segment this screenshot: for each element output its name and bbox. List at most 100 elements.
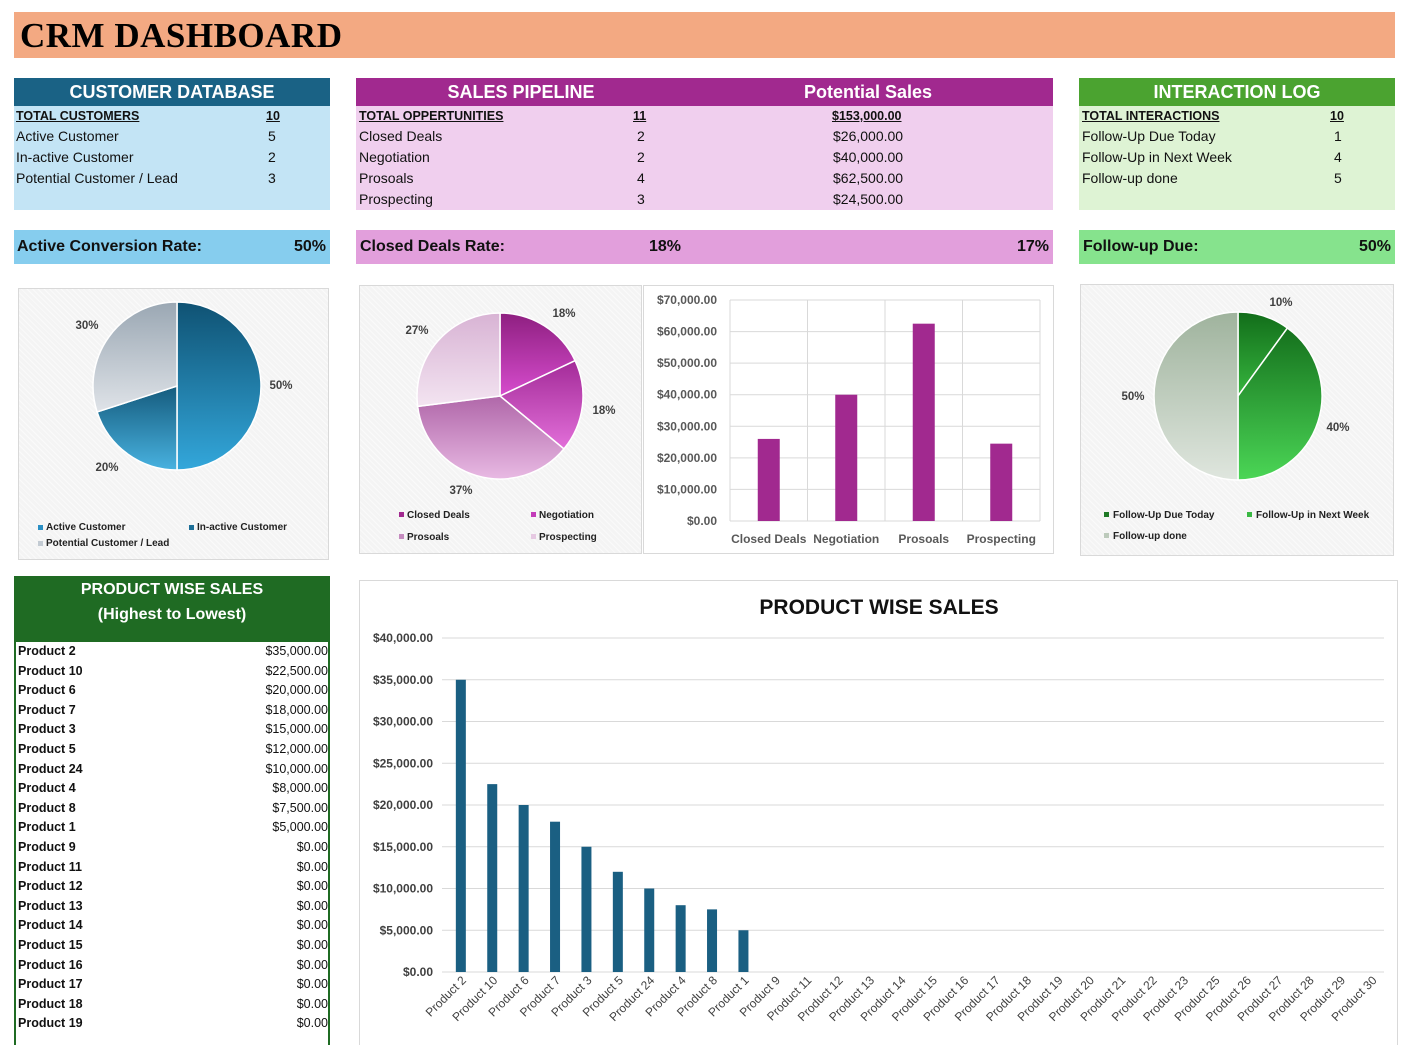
total-opportunities-label: TOTAL OPPERTUNITIES bbox=[359, 109, 504, 123]
bar bbox=[835, 394, 858, 521]
product-row-name: Product 10 bbox=[18, 663, 83, 678]
product-row-name: Product 6 bbox=[18, 683, 76, 698]
product-row: Product 24 $10,000.00 bbox=[18, 760, 328, 780]
negotiation-count: 2 bbox=[637, 149, 645, 165]
legend-swatch-prospecting bbox=[531, 534, 536, 539]
product-row-name: Product 9 bbox=[18, 840, 76, 854]
page-title: CRM DASHBOARD bbox=[20, 16, 343, 55]
legend-swatch-prosoals bbox=[399, 534, 404, 539]
pie-data-label: 10% bbox=[1269, 297, 1292, 309]
y-tick-label: $40,000.00 bbox=[657, 388, 717, 402]
customer-pie-svg: 50% 20% 30% Active Customer In-active Cust… bbox=[38, 301, 293, 549]
bar bbox=[707, 909, 718, 972]
pie-slice bbox=[416, 312, 501, 408]
product-row: Product 18 $0.00 bbox=[18, 995, 328, 1015]
follow-up-due-bar: Follow-up Due: 50% bbox=[1079, 230, 1395, 264]
pie-slice bbox=[176, 301, 262, 471]
active-conversion-rate-label: Active Conversion Rate: bbox=[17, 238, 202, 255]
product-row-value: $15,000.00 bbox=[265, 722, 328, 737]
product-row: Product 11 $0.00 bbox=[18, 858, 328, 878]
pipeline-sales-bar-chart[interactable]: $0.00 $10,000.00 $20,000.00 $30,000.00 $40,0… bbox=[643, 285, 1054, 554]
pie-data-label: 50% bbox=[1121, 391, 1144, 403]
y-tick-label: $10,000.00 bbox=[657, 482, 717, 496]
pie-data-label: 27% bbox=[405, 325, 428, 337]
legend-swatch-active bbox=[38, 525, 43, 530]
legend-swatch-negotiation bbox=[531, 512, 536, 517]
pie-data-label: 37% bbox=[449, 485, 472, 497]
pipeline-pie-svg: 18% 18% 37% 27% Closed Deals Negotiation Pr… bbox=[399, 308, 616, 543]
bar bbox=[581, 846, 592, 972]
pie-data-label: 50% bbox=[269, 380, 292, 392]
pie-slice bbox=[96, 384, 178, 471]
product-table-title: PRODUCT WISE SALES bbox=[80, 581, 264, 598]
legend-due-today: Follow-Up Due Today bbox=[1113, 510, 1215, 521]
total-potential-sales: $153,000.00 bbox=[832, 109, 902, 123]
product-row-name: Product 14 bbox=[18, 918, 83, 933]
potential-sales-title: Potential Sales bbox=[803, 82, 933, 102]
product-row-value: $0.00 bbox=[296, 977, 328, 992]
interaction-pie-labels: 10% 40% 50% bbox=[1121, 297, 1349, 434]
pie-data-label: 18% bbox=[552, 308, 575, 320]
product-row: Product 6 $20,000.00 bbox=[18, 681, 328, 701]
product-row-name: Product 15 bbox=[18, 938, 83, 952]
product-row-name: Product 8 bbox=[18, 800, 76, 815]
pie-slice bbox=[1153, 311, 1239, 481]
product-table-subtitle: (Highest to Lowest) bbox=[97, 606, 247, 623]
product-row-value: $0.00 bbox=[296, 879, 328, 894]
product-row-value: $35,000.00 bbox=[265, 644, 328, 658]
product-row: Product 2 $35,000.00 bbox=[18, 642, 328, 662]
product-row-value: $10,000.00 bbox=[265, 761, 328, 776]
prosoals-label: Prosoals bbox=[359, 170, 414, 186]
pie-data-label: 40% bbox=[1326, 422, 1349, 434]
legend-swatch-done bbox=[1104, 533, 1109, 538]
legend-next-week: Follow-Up in Next Week bbox=[1256, 510, 1370, 521]
legend-potential-customer: Potential Customer / Lead bbox=[46, 538, 169, 549]
product-row-value: $22,500.00 bbox=[265, 663, 328, 678]
product-row-name: Product 17 bbox=[18, 977, 83, 992]
legend-negotiation: Negotiation bbox=[539, 510, 594, 521]
closed-deals-rate-value: 18% bbox=[649, 238, 682, 255]
legend-active-customer: Active Customer bbox=[46, 522, 126, 533]
product-row: Product 9 $0.00 bbox=[18, 838, 328, 858]
follow-up-next-week-label: Follow-Up in Next Week bbox=[1082, 149, 1232, 165]
y-tick-label: $60,000.00 bbox=[657, 325, 717, 339]
pie-slice bbox=[92, 301, 178, 413]
product-row: Product 5 $12,000.00 bbox=[18, 740, 328, 760]
x-tick-label: Negotiation bbox=[813, 532, 879, 546]
active-customer-label: Active Customer bbox=[16, 128, 119, 144]
product-row-name: Product 2 bbox=[18, 644, 76, 658]
product-row-value: $0.00 bbox=[296, 957, 328, 972]
customer-legend: Active Customer In-active Customer Poten… bbox=[38, 522, 287, 549]
product-row-value: $0.00 bbox=[296, 898, 328, 913]
product-row-value: $0.00 bbox=[296, 918, 328, 933]
interaction-pie-chart[interactable]: 10% 40% 50% Follow-Up Due Today Follow-Up … bbox=[1080, 284, 1394, 556]
product-row-value: $8,000.00 bbox=[272, 781, 328, 796]
pipeline-sales-bar-svg: $0.00 $10,000.00 $20,000.00 $30,000.00 $40,0… bbox=[657, 293, 1041, 546]
product-chart-title: PRODUCT WISE SALES bbox=[759, 596, 998, 619]
follow-up-done-label: Follow-up done bbox=[1082, 170, 1178, 186]
sales-pipeline-table: TOTAL OPPERTUNITIES 11 $153,000.00 Close… bbox=[356, 106, 1053, 210]
total-interactions-value: 10 bbox=[1330, 109, 1344, 123]
customer-database-header: CUSTOMER DATABASE bbox=[14, 78, 330, 106]
potential-customer-value: 3 bbox=[268, 170, 276, 186]
pipeline-pie-chart[interactable]: 18% 18% 37% 27% Closed Deals Negotiation Pr… bbox=[359, 285, 642, 554]
bar bbox=[738, 930, 749, 972]
product-bar-chart[interactable]: PRODUCT WISE SALES $0.00 $5,000.00 $10,000.… bbox=[359, 580, 1398, 1045]
prospecting-count: 3 bbox=[637, 191, 645, 207]
inactive-customer-label: In-active Customer bbox=[16, 149, 134, 165]
legend-prosoals: Prosoals bbox=[407, 532, 450, 543]
product-row-value: $0.00 bbox=[296, 938, 328, 952]
closed-deals-label: Closed Deals bbox=[359, 128, 443, 144]
y-tick-label: $50,000.00 bbox=[657, 356, 717, 370]
product-row: Product 16 $0.00 bbox=[18, 956, 328, 976]
pie-slice bbox=[1237, 326, 1323, 481]
product-bar-svg: PRODUCT WISE SALES $0.00 $5,000.00 $10,000.… bbox=[373, 596, 1384, 1024]
product-row-name: Product 16 bbox=[18, 957, 83, 972]
inactive-customer-value: 2 bbox=[268, 149, 276, 165]
interaction-legend: Follow-Up Due Today Follow-Up in Next We… bbox=[1104, 510, 1370, 542]
bar bbox=[518, 805, 529, 972]
bar bbox=[912, 323, 935, 521]
legend-swatch-inactive bbox=[189, 525, 194, 530]
customer-pie-chart[interactable]: 50% 20% 30% Active Customer In-active Cust… bbox=[18, 288, 329, 560]
follow-up-done-value: 5 bbox=[1334, 170, 1342, 186]
